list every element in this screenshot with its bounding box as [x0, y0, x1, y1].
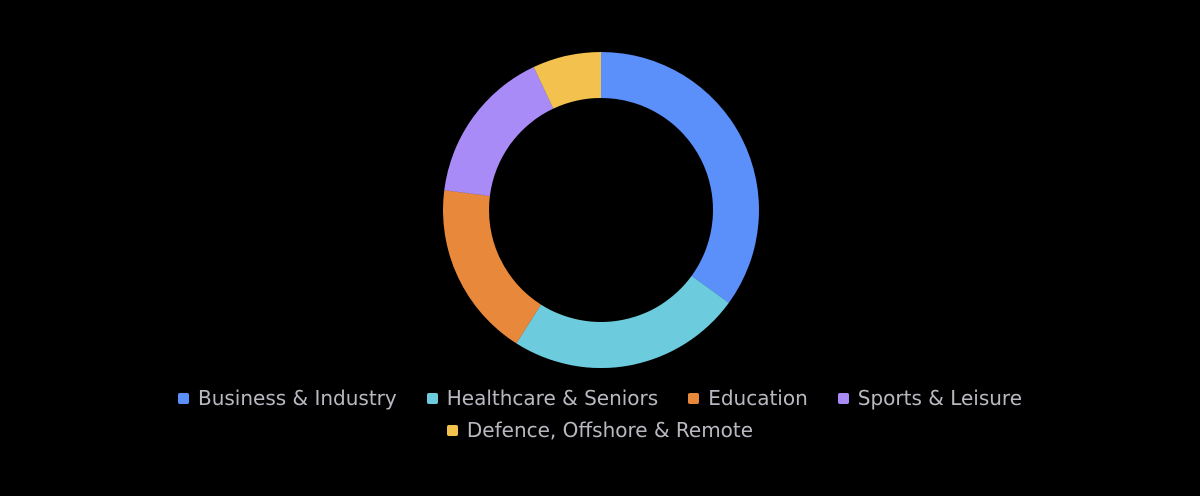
legend-item[interactable]: Sports & Leisure	[837, 386, 1023, 410]
legend-label: Education	[708, 386, 808, 410]
legend-label: Sports & Leisure	[857, 386, 1023, 410]
legend-swatch	[837, 392, 849, 404]
legend-label: Healthcare & Seniors	[446, 386, 659, 410]
chart	[443, 52, 760, 369]
legend-item[interactable]: Business & Industry	[177, 386, 397, 410]
donut-segment	[443, 190, 541, 344]
legend-item[interactable]: Education	[688, 386, 808, 410]
legend-swatch	[688, 392, 700, 404]
legend-item[interactable]: Defence, Offshore & Remote	[446, 418, 754, 442]
legend-item[interactable]: Healthcare & Seniors	[426, 386, 659, 410]
donut-segment	[444, 67, 554, 196]
donut-segment	[533, 52, 601, 109]
legend-swatch	[446, 424, 458, 436]
legend-label: Defence, Offshore & Remote	[466, 418, 754, 442]
donut-segment	[601, 52, 760, 303]
legend-swatch	[177, 392, 189, 404]
legend-label: Business & Industry	[197, 386, 397, 410]
legend-swatch	[426, 392, 438, 404]
donut-segment	[516, 275, 729, 369]
legend: Business & Industry Healthcare & Seniors E…	[120, 386, 1080, 442]
